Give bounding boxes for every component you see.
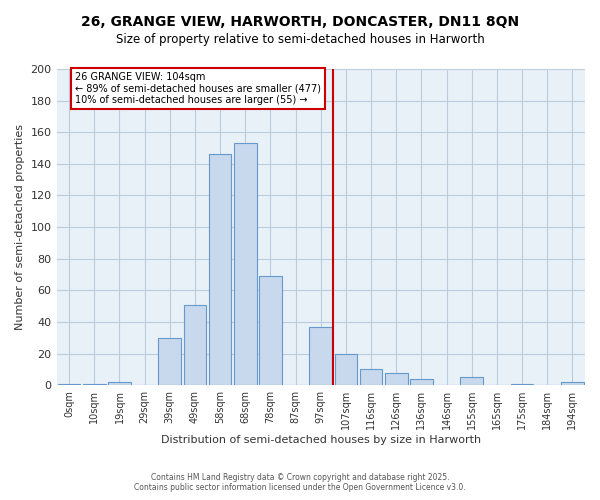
X-axis label: Distribution of semi-detached houses by size in Harworth: Distribution of semi-detached houses by …: [161, 435, 481, 445]
Y-axis label: Number of semi-detached properties: Number of semi-detached properties: [15, 124, 25, 330]
Bar: [58, 384, 80, 385]
Bar: [360, 370, 382, 385]
Bar: [385, 372, 407, 385]
Text: 26 GRANGE VIEW: 104sqm
← 89% of semi-detached houses are smaller (477)
10% of se: 26 GRANGE VIEW: 104sqm ← 89% of semi-det…: [75, 72, 321, 106]
Bar: [234, 144, 257, 385]
Bar: [460, 378, 483, 385]
Bar: [561, 382, 584, 385]
Bar: [310, 326, 332, 385]
Bar: [209, 154, 232, 385]
Bar: [83, 384, 106, 385]
Bar: [511, 384, 533, 385]
Text: 26, GRANGE VIEW, HARWORTH, DONCASTER, DN11 8QN: 26, GRANGE VIEW, HARWORTH, DONCASTER, DN…: [81, 15, 519, 29]
Bar: [259, 276, 282, 385]
Bar: [108, 382, 131, 385]
Text: Contains HM Land Registry data © Crown copyright and database right 2025.
Contai: Contains HM Land Registry data © Crown c…: [134, 473, 466, 492]
Bar: [158, 338, 181, 385]
Bar: [184, 304, 206, 385]
Text: Size of property relative to semi-detached houses in Harworth: Size of property relative to semi-detach…: [116, 32, 484, 46]
Bar: [410, 379, 433, 385]
Bar: [335, 354, 357, 385]
